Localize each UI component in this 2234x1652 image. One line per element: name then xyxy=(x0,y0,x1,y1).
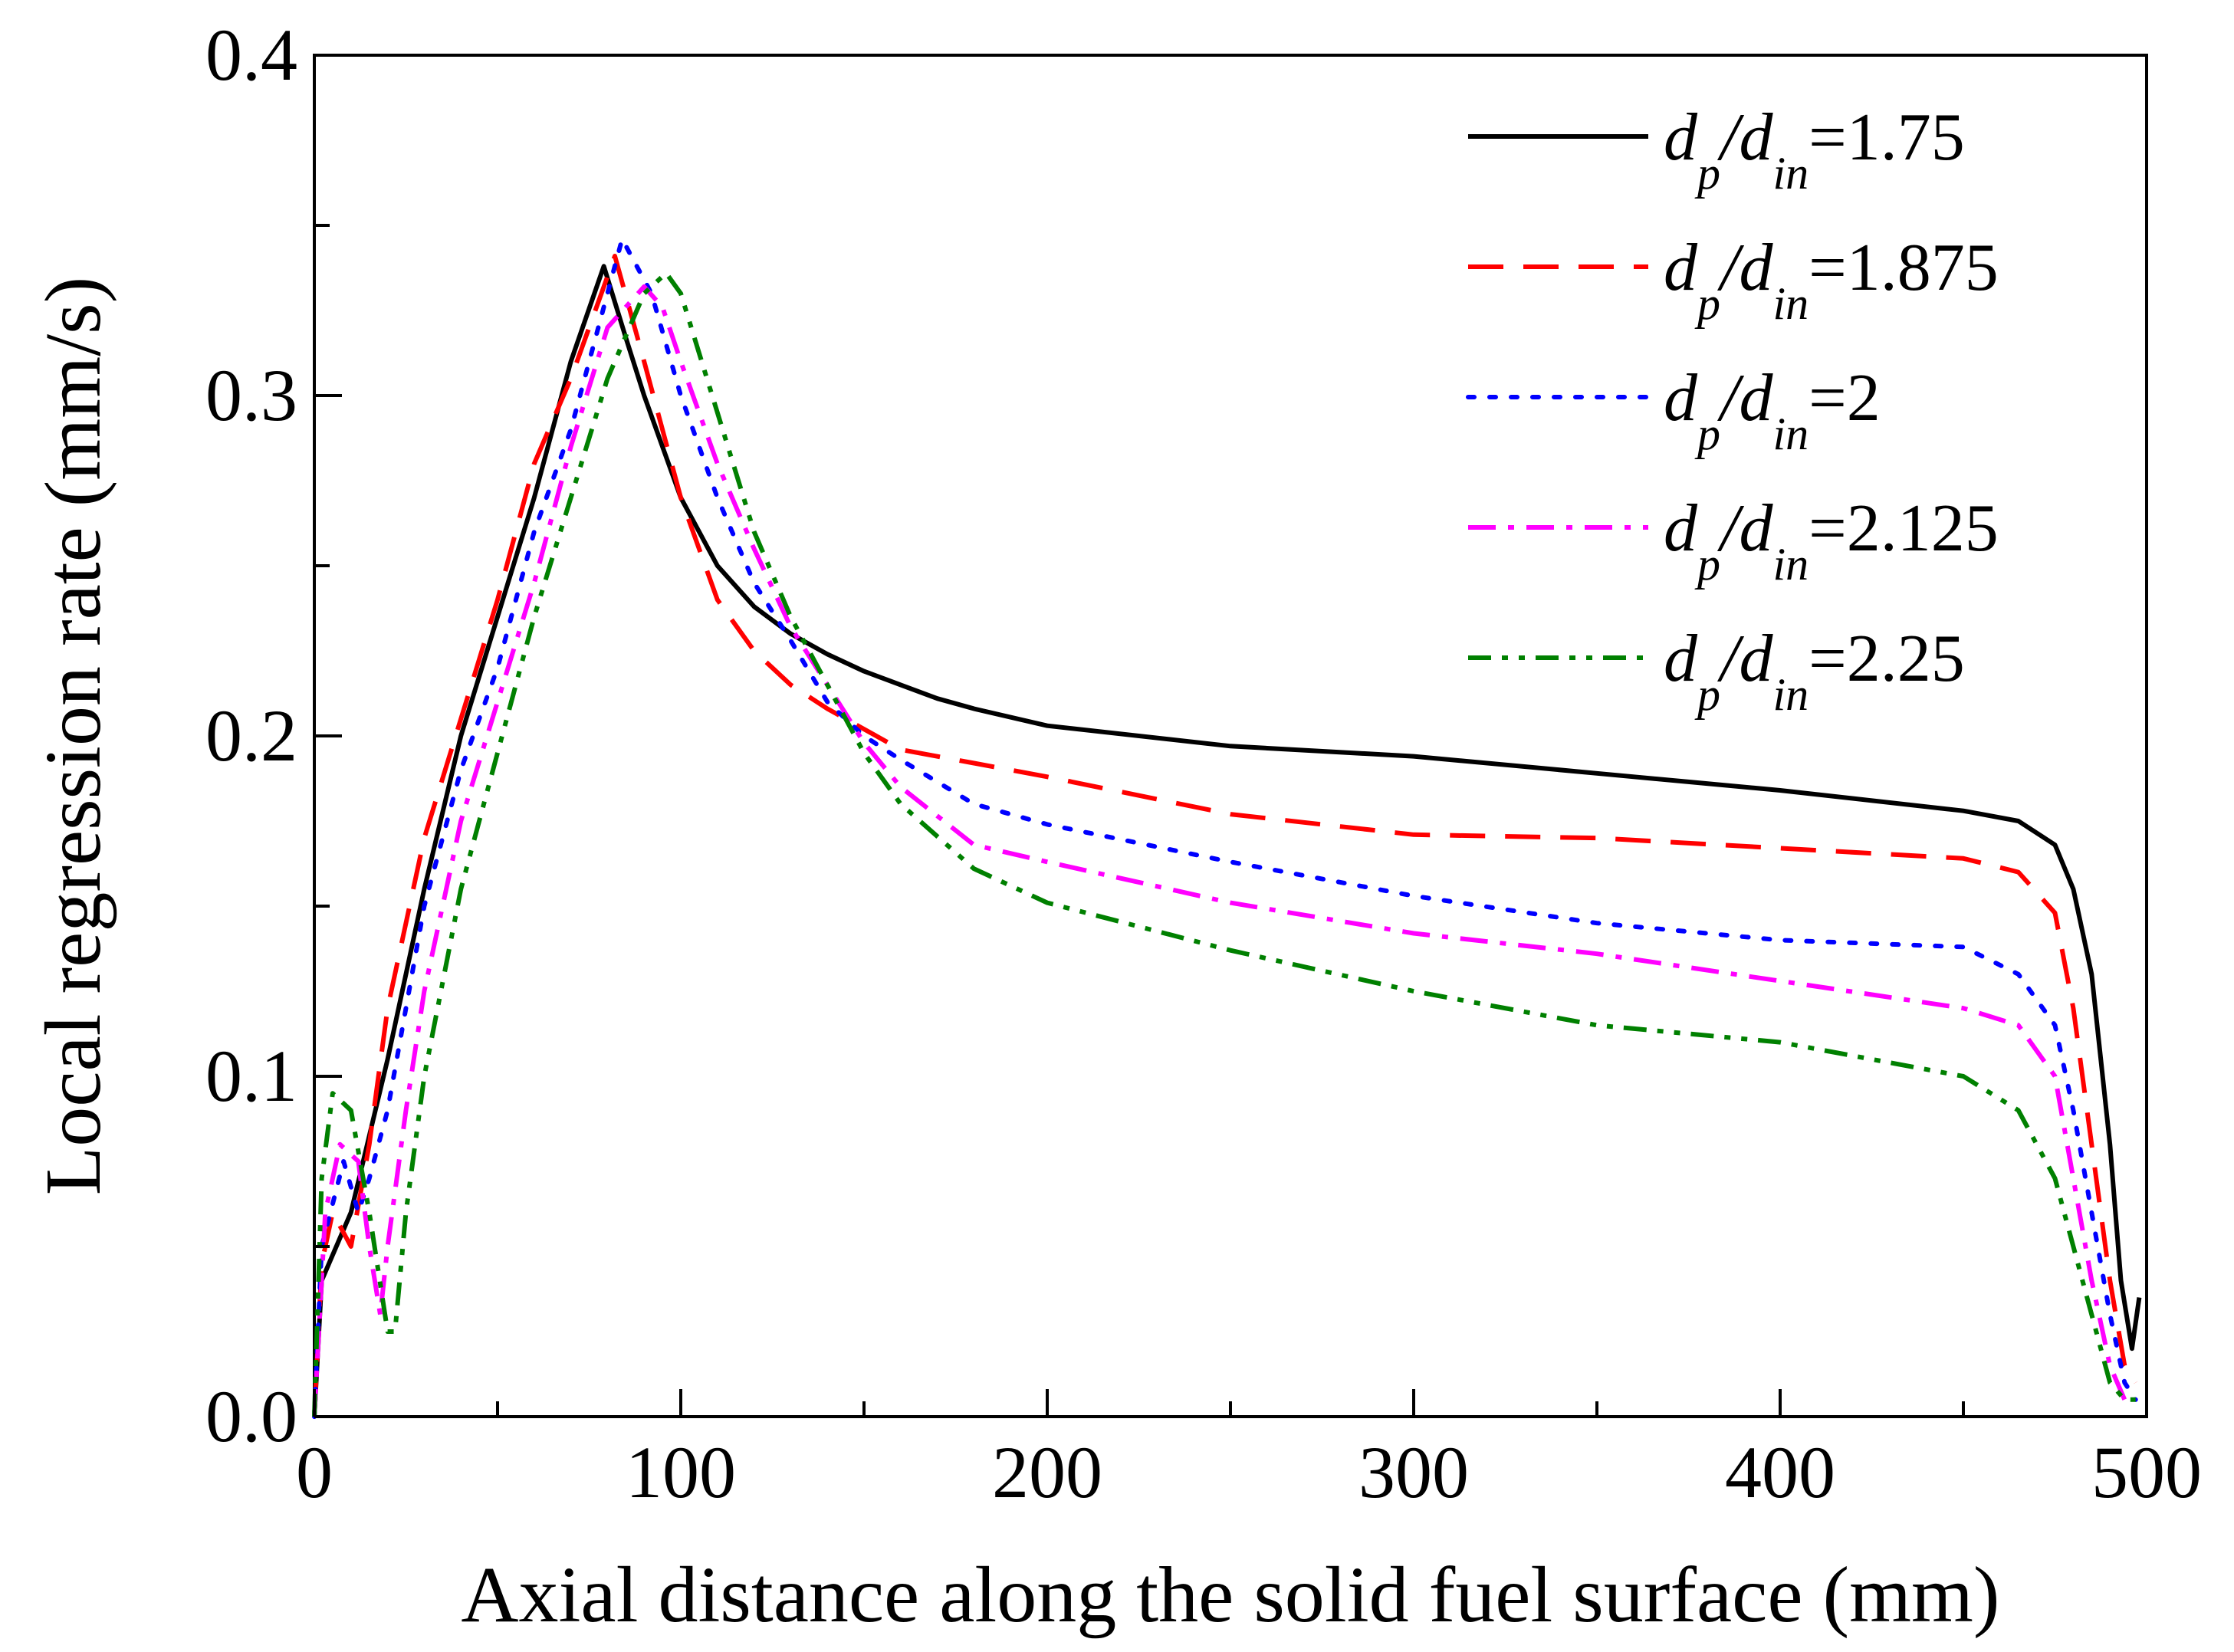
x-tick-label: 400 xyxy=(1725,1431,1835,1513)
legend: dp/din=1.75 dp/din=1.875 dp/din=2 dp/din=2.… xyxy=(1466,100,1999,720)
y-tick-label: 0.3 xyxy=(205,354,297,436)
x-tick-label: 300 xyxy=(1358,1431,1469,1513)
series-line-5 xyxy=(312,271,2136,1417)
legend-label-3: dp/din=2 xyxy=(1664,361,1881,459)
y-tick-labels: 0.0 0.1 0.2 0.3 0.4 xyxy=(205,14,297,1457)
x-tick-label: 0 xyxy=(296,1431,333,1513)
legend-label-5: dp/din=2.25 xyxy=(1664,622,1965,720)
legend-label-1: dp/din=1.75 xyxy=(1664,100,1965,199)
y-tick-label: 0.2 xyxy=(205,695,297,777)
series-layer xyxy=(312,236,2142,1419)
legend-label-4: dp/din=2.125 xyxy=(1664,491,1999,590)
legend-label-2: dp/din=1.875 xyxy=(1664,231,1999,329)
x-tick-label: 500 xyxy=(2091,1431,2202,1513)
y-axis-title: Local regression rate (mm/s) xyxy=(29,277,117,1195)
y-tick-label: 0.4 xyxy=(205,14,297,96)
series-line-2 xyxy=(312,254,2138,1417)
x-tick-label: 200 xyxy=(992,1431,1102,1513)
series-line-3 xyxy=(312,236,2138,1419)
x-tick-label: 100 xyxy=(626,1431,736,1513)
series-line-1 xyxy=(312,264,2142,1417)
ticks-layer xyxy=(313,54,2148,1418)
y-tick-label: 0.0 xyxy=(205,1375,297,1457)
x-tick-labels: 0 100 200 300 400 500 xyxy=(296,1431,2202,1513)
x-axis-title: Axial distance along the solid fuel surf… xyxy=(461,1551,1999,1639)
y-tick-label: 0.1 xyxy=(205,1035,297,1117)
series-line-4 xyxy=(312,284,2136,1417)
